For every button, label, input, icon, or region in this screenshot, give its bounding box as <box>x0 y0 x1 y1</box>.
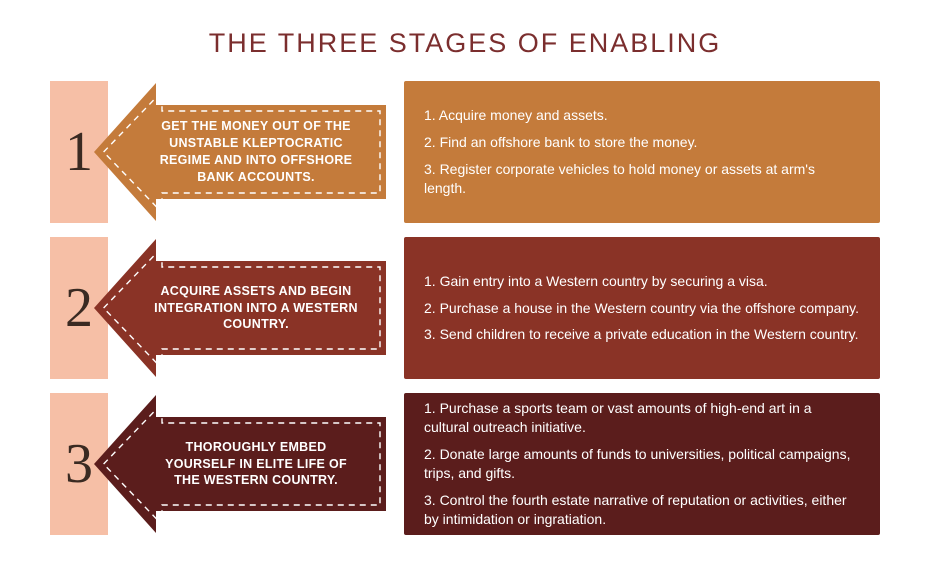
stage-arrow-text: ACQUIRE ASSETS AND BEGIN INTEGRATION INT… <box>90 283 390 334</box>
stage-detail-box: 1. Purchase a sports team or vast amount… <box>404 393 880 535</box>
stage-detail-item: 1. Acquire money and assets. <box>424 106 860 125</box>
stage-arrow: THOROUGHLY EMBED YOURSELF IN ELITE LIFE … <box>90 393 390 535</box>
stage-detail-item: 2. Find an offshore bank to store the mo… <box>424 133 860 152</box>
stage-detail-box: 1. Acquire money and assets. 2. Find an o… <box>404 81 880 223</box>
stage-arrow: GET THE MONEY OUT OF THE UNSTABLE KLEPTO… <box>90 81 390 223</box>
stage-arrow-text: GET THE MONEY OUT OF THE UNSTABLE KLEPTO… <box>90 118 390 186</box>
stage-detail-item: 3. Send children to receive a private ed… <box>424 325 860 344</box>
stage-rows: 1 GET THE MONEY OUT OF THE UNSTABLE KLEP… <box>50 81 880 535</box>
stage-arrow: ACQUIRE ASSETS AND BEGIN INTEGRATION INT… <box>90 237 390 379</box>
stage-row: 2 ACQUIRE ASSETS AND BEGIN INTEGRATION I… <box>50 237 880 379</box>
stage-detail-box: 1. Gain entry into a Western country by … <box>404 237 880 379</box>
stage-detail-item: 1. Purchase a sports team or vast amount… <box>424 399 860 437</box>
stage-detail-item: 1. Gain entry into a Western country by … <box>424 272 860 291</box>
page-title: THE THREE STAGES OF ENABLING <box>50 28 880 59</box>
stage-arrow-text: THOROUGHLY EMBED YOURSELF IN ELITE LIFE … <box>90 439 390 490</box>
stage-detail-item: 2. Purchase a house in the Western count… <box>424 299 860 318</box>
stage-detail-item: 2. Donate large amounts of funds to univ… <box>424 445 860 483</box>
stage-row: 1 GET THE MONEY OUT OF THE UNSTABLE KLEP… <box>50 81 880 223</box>
stage-detail-item: 3. Control the fourth estate narrative o… <box>424 491 860 529</box>
stage-row: 3 THOROUGHLY EMBED YOURSELF IN ELITE LIF… <box>50 393 880 535</box>
stage-detail-item: 3. Register corporate vehicles to hold m… <box>424 160 860 198</box>
stage-number: 1 <box>65 120 93 184</box>
stage-number: 3 <box>65 432 93 496</box>
stage-number: 2 <box>65 276 93 340</box>
